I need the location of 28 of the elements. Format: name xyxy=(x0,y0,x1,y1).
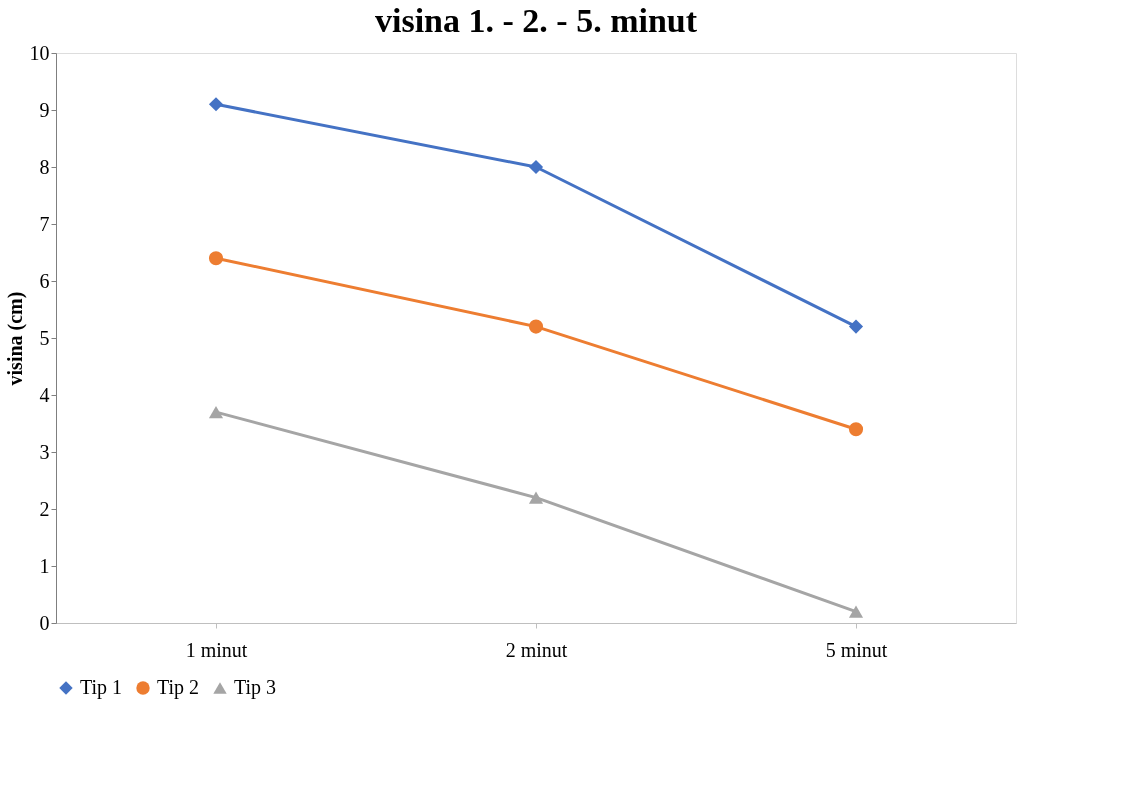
y-tick-label: 7 xyxy=(39,212,50,235)
y-tick-label: 4 xyxy=(39,383,50,406)
y-tick-label: 6 xyxy=(39,269,50,292)
point xyxy=(528,491,544,504)
point xyxy=(208,251,224,266)
y-axis-title: visina (cm) xyxy=(3,291,27,386)
y-tick-label: 8 xyxy=(39,155,50,178)
x-tick-label: 2 minut xyxy=(505,638,568,661)
x-tick-label: 5 minut xyxy=(825,638,888,661)
point xyxy=(528,159,544,175)
y-tick-label: 2 xyxy=(39,497,50,520)
chart-title: visina 1. - 2. - 5. minut xyxy=(374,2,698,39)
point xyxy=(848,319,864,334)
y-tick-label: 9 xyxy=(39,98,50,121)
y-tick-label: 1 xyxy=(39,554,50,577)
legend-label: Tip 3 xyxy=(234,676,277,699)
legend-label: Tip 2 xyxy=(157,676,200,699)
legend-label: Tip 1 xyxy=(80,676,123,699)
y-tick-label: 0 xyxy=(39,611,50,634)
y-tick-label: 10 xyxy=(29,41,50,64)
point xyxy=(208,97,224,112)
point xyxy=(208,405,224,419)
x-tick-label: 1 minut xyxy=(185,638,248,661)
y-tick-label: 5 xyxy=(39,326,50,349)
point xyxy=(848,605,864,618)
y-tick-label: 3 xyxy=(39,440,50,463)
point xyxy=(848,422,864,437)
point xyxy=(528,319,544,334)
